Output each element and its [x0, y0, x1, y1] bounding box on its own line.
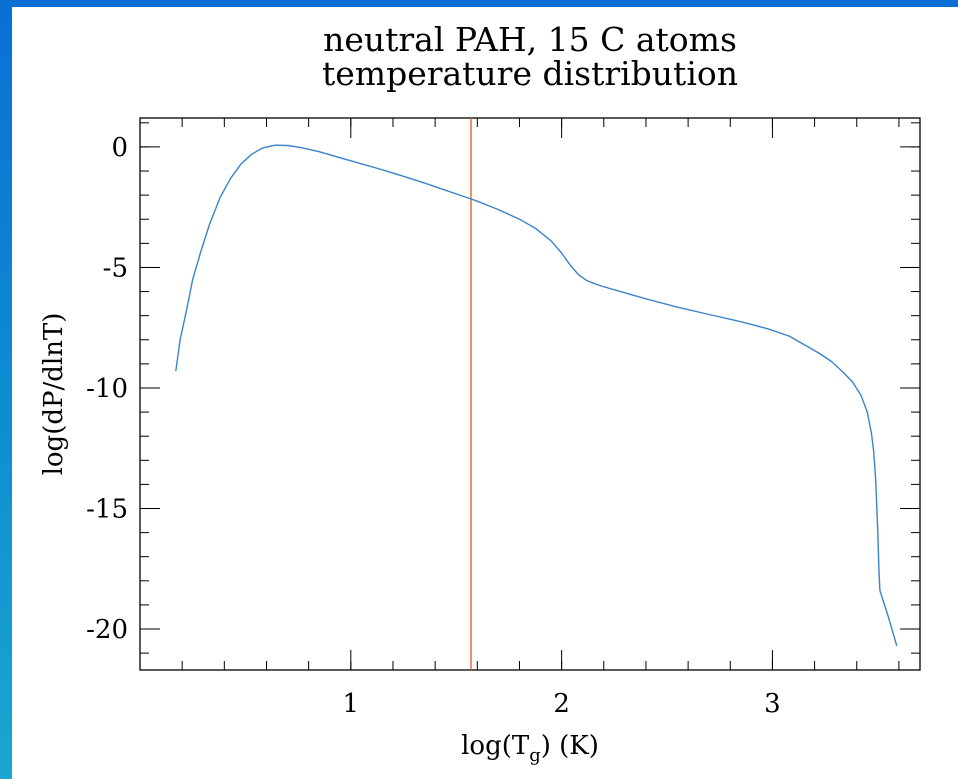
- x-tick-label: 3: [764, 689, 781, 719]
- series-line: [175, 144, 898, 647]
- chart-subtitle: temperature distribution: [321, 54, 738, 93]
- x-tick-label: 1: [343, 689, 360, 719]
- y-tick-label: -10: [86, 374, 128, 404]
- chart-series: [175, 144, 898, 647]
- axis-ticks: [139, 118, 920, 670]
- plot-area-frame: [139, 117, 921, 671]
- x-tick-label: 2: [553, 689, 570, 719]
- chart-title: neutral PAH, 15 C atoms: [323, 20, 737, 59]
- window-left-border: [0, 0, 12, 779]
- y-axis-label: log(dP/dlnT): [39, 313, 69, 476]
- x-axis-label: log(Tg) (K): [461, 731, 599, 766]
- x-axis-label-subscript: g: [529, 745, 541, 766]
- y-tick-label: -15: [86, 494, 128, 524]
- x-axis-label-suffix: ) (K): [541, 731, 599, 761]
- y-tick-label: -20: [86, 615, 128, 645]
- y-tick-label: 0: [111, 133, 128, 163]
- x-axis-label-prefix: log(T: [461, 731, 530, 761]
- axis-tick-labels: 1 2 3 0 -5 -10 -15 -20: [86, 133, 781, 719]
- y-tick-label: -5: [103, 253, 128, 283]
- window-top-border: [0, 0, 958, 7]
